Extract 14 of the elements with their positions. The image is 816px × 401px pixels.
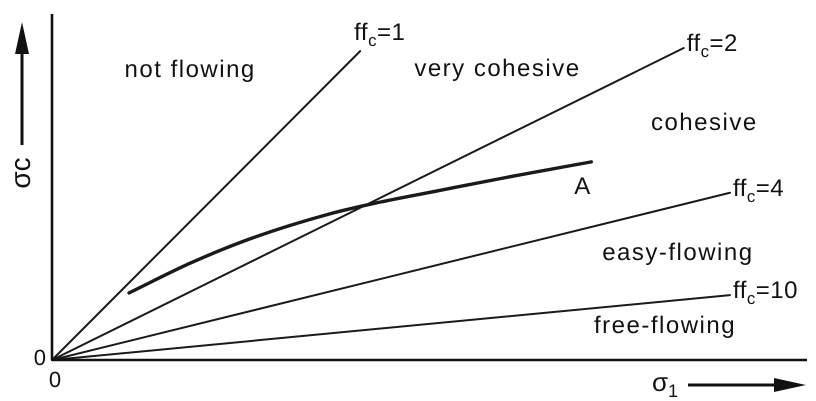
- y-axis-title: σc: [5, 157, 36, 189]
- annotation: free-flowing: [594, 312, 736, 339]
- annotation: easy-flowing: [602, 238, 754, 266]
- text: 0: [34, 344, 46, 370]
- annotation: very cohesive: [414, 54, 581, 82]
- series-label: ff$_{c}$=10: [732, 277, 798, 308]
- series-label: A: [574, 172, 591, 200]
- x-axis-title: σ$_{1}$: [652, 367, 678, 401]
- series-label: ff$_{c}$=1: [354, 19, 406, 50]
- annotation: cohesive: [650, 108, 758, 136]
- text: 0: [48, 367, 62, 392]
- annotation: not flowing: [124, 56, 256, 84]
- series-label: ff$_{c}$=2: [686, 30, 738, 61]
- series-label: ff$_{c}$=4: [732, 174, 784, 206]
